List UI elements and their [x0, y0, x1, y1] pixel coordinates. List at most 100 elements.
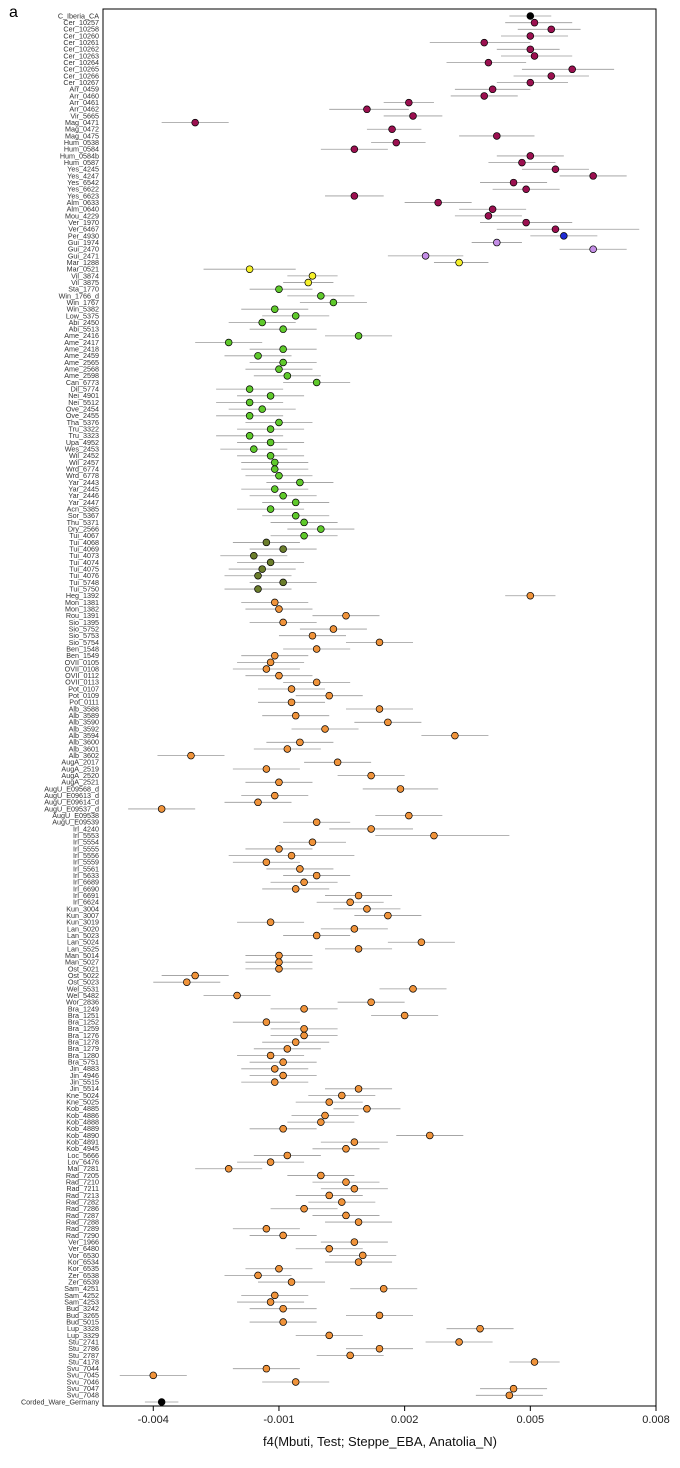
- data-point: [245, 432, 254, 440]
- data-point: [526, 152, 535, 160]
- data-point: [258, 405, 266, 413]
- data-point: [271, 1291, 279, 1300]
- row-label: Lan_5020: [67, 924, 99, 933]
- row-label: Kob_4888: [66, 1118, 99, 1127]
- row-label: Ben_1548: [66, 644, 99, 653]
- data-point: [367, 825, 375, 833]
- data-point: [271, 598, 279, 607]
- data-point: [325, 1098, 333, 1106]
- row-label: Vor_6530: [68, 1251, 99, 1260]
- data-point: [262, 1018, 271, 1026]
- data-point: [480, 92, 488, 100]
- data-point: [245, 385, 254, 393]
- row-label: Tui_4067: [69, 531, 99, 540]
- row-label: Irl_5559: [73, 858, 99, 867]
- x-tick-label: 0.005: [517, 1414, 545, 1426]
- row-label: Ben_1549: [66, 651, 99, 660]
- row-label: Mal_7281: [67, 1164, 99, 1173]
- row-label: Man_5014: [65, 951, 99, 960]
- data-point: [279, 358, 287, 367]
- data-point: [350, 1138, 359, 1146]
- data-point: [375, 1344, 384, 1353]
- data-point: [560, 232, 568, 240]
- row-label: Jin_5515: [70, 1078, 99, 1087]
- row-label: Mon_1382: [65, 604, 99, 613]
- row-label: Kne_5025: [66, 1098, 99, 1107]
- row-label: Svu_7044: [67, 1364, 99, 1373]
- row-label: Cer_10261: [63, 38, 99, 47]
- data-point: [279, 1058, 287, 1066]
- data-point: [254, 1271, 262, 1280]
- row-label: Cer_10263: [63, 51, 99, 60]
- data-point: [522, 185, 530, 194]
- data-point: [266, 558, 275, 567]
- data-point: [317, 292, 325, 300]
- row-label: Bra_1252: [68, 1018, 99, 1027]
- row-label: Gui_2470: [68, 245, 99, 254]
- row-label: Mou_4229: [65, 211, 99, 220]
- row-label: Kor_6535: [68, 1264, 99, 1273]
- data-point: [509, 1384, 518, 1393]
- row-label: Arr_0459: [69, 85, 99, 94]
- data-point: [271, 1065, 279, 1073]
- data-point: [279, 1125, 287, 1133]
- row-label: Kob_4891: [66, 1138, 99, 1147]
- row-label: Kun_3004: [66, 904, 99, 913]
- data-point: [224, 1165, 233, 1173]
- row-label: Ame_2417: [64, 338, 99, 347]
- data-point: [526, 591, 535, 600]
- row-label: AugU_E09614_d: [44, 798, 99, 807]
- data-point: [279, 325, 287, 333]
- row-label: AugA_2520: [61, 771, 99, 780]
- row-label: Mag_0475: [65, 131, 99, 140]
- data-point: [254, 798, 262, 807]
- row-label: Sam_4253: [64, 1297, 99, 1306]
- row-label: Irl_6690: [73, 884, 99, 893]
- data-point: [291, 512, 300, 520]
- row-label: Yes_6623: [67, 191, 99, 200]
- data-point: [262, 858, 271, 867]
- row-label: Upa_4952: [66, 438, 99, 447]
- data-point: [149, 1371, 158, 1380]
- data-point: [224, 338, 233, 347]
- row-label: Kne_5024: [66, 1091, 99, 1100]
- data-point: [308, 272, 317, 280]
- data-point: [350, 1238, 359, 1246]
- data-point: [183, 978, 191, 986]
- data-point: [354, 891, 363, 900]
- data-point: [283, 372, 292, 380]
- data-point: [354, 1085, 363, 1093]
- row-label: Mon_1381: [65, 598, 99, 607]
- row-label: Ame_2418: [64, 345, 99, 354]
- row-label: Wrd_6778: [66, 471, 99, 480]
- plot-frame: [102, 8, 657, 1407]
- row-label: Corded_Ware_Germany: [21, 1397, 99, 1406]
- x-tick-label: 0.002: [391, 1414, 419, 1426]
- data-point: [400, 1011, 409, 1020]
- row-label: Svu_7046: [67, 1377, 99, 1386]
- data-point: [488, 205, 497, 213]
- row-label: Mar_0521: [67, 265, 99, 274]
- row-label: Ost_5021: [68, 964, 99, 973]
- data-point: [354, 1258, 363, 1266]
- data-point: [254, 571, 262, 580]
- row-label: Alm_0640: [67, 205, 99, 214]
- data-point: [262, 538, 271, 547]
- row-label: Pot_0111: [69, 698, 99, 707]
- x-tick-label: 0.008: [642, 1414, 670, 1426]
- data-point: [275, 671, 283, 680]
- data-point: [375, 1311, 384, 1320]
- row-label: Bra_1259: [68, 1024, 99, 1033]
- data-point: [275, 472, 283, 480]
- data-point: [266, 918, 275, 926]
- row-label: Gui_2471: [68, 251, 99, 260]
- row-label: Heg_1392: [66, 591, 99, 600]
- data-point: [363, 105, 371, 114]
- data-point: [157, 805, 166, 813]
- data-point: [350, 145, 359, 154]
- row-label: Kob_4885: [66, 1104, 99, 1113]
- data-point: [191, 118, 199, 127]
- data-point: [338, 1091, 346, 1100]
- row-label: Rad_7290: [66, 1231, 99, 1240]
- row-label: Yar_2443: [68, 478, 99, 487]
